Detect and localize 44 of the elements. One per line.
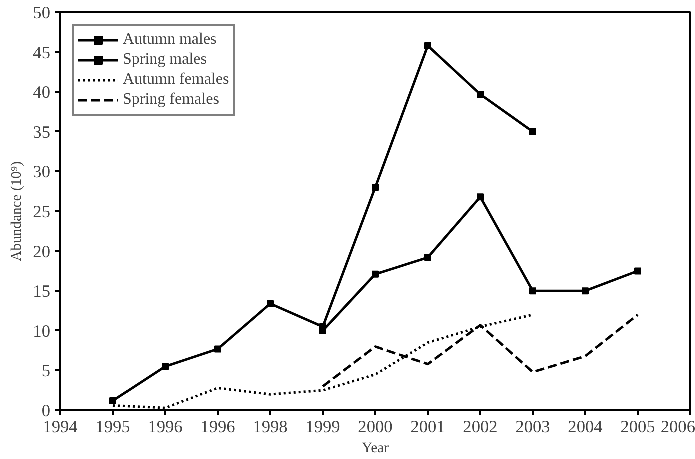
x-tick-label: 2000 bbox=[358, 418, 393, 436]
x-tick-label: 1994 bbox=[43, 418, 78, 436]
x-tick-label: 1998 bbox=[253, 418, 288, 436]
legend-label: Autumn males bbox=[123, 31, 217, 49]
y-tick-label: 5 bbox=[42, 362, 51, 381]
y-tick-label: 35 bbox=[33, 122, 50, 142]
x-tick-label: 2006 bbox=[660, 418, 695, 436]
y-tick-label: 50 bbox=[33, 4, 50, 22]
point bbox=[110, 397, 116, 404]
x-tick-label: 2002 bbox=[463, 418, 498, 436]
y-tick-label: 25 bbox=[33, 202, 50, 222]
y-tick-label: 10 bbox=[33, 322, 50, 341]
x-tick-label: 2004 bbox=[568, 418, 604, 436]
x-tick-label: 2005 bbox=[620, 418, 656, 436]
point bbox=[267, 300, 274, 308]
y-tick-label: 30 bbox=[33, 162, 50, 182]
x-tick-label: 2003 bbox=[516, 418, 550, 436]
y-tick-label: 0 bbox=[42, 402, 51, 420]
x-tick-label: 1995 bbox=[96, 418, 130, 436]
point bbox=[530, 288, 536, 295]
x-tick-label: 2001 bbox=[410, 418, 446, 436]
legend-label: Autumn females bbox=[123, 71, 230, 89]
y-tick-label: 20 bbox=[33, 242, 50, 262]
point bbox=[530, 128, 536, 136]
legend-label: Spring males bbox=[123, 51, 207, 69]
point bbox=[162, 363, 169, 370]
point bbox=[214, 346, 222, 353]
point bbox=[634, 268, 642, 275]
point bbox=[424, 42, 432, 50]
y-tick-label: 40 bbox=[33, 83, 50, 102]
point bbox=[372, 184, 379, 192]
y-axis-title: Abundance (10⁹) bbox=[9, 161, 26, 262]
x-tick-label: 1996 bbox=[200, 418, 236, 436]
point bbox=[372, 270, 379, 278]
x-tick-label: 1999 bbox=[306, 418, 340, 436]
x-tick-label: 1996 bbox=[148, 418, 184, 436]
y-tick-label: 45 bbox=[33, 43, 50, 62]
point bbox=[477, 90, 484, 98]
point bbox=[477, 194, 484, 201]
point bbox=[582, 288, 589, 295]
point bbox=[424, 254, 432, 262]
legend-label: Spring females bbox=[123, 91, 220, 109]
x-axis-title: Year bbox=[362, 440, 390, 456]
y-tick-label: 15 bbox=[33, 282, 50, 302]
